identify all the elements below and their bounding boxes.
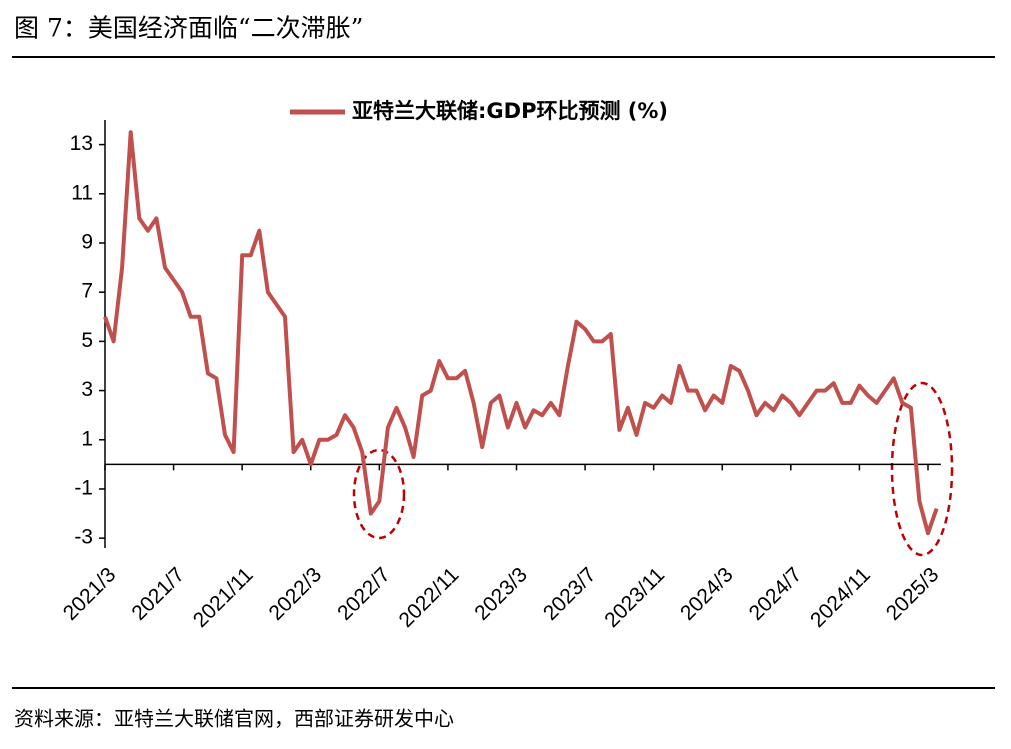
x-tick-label: 2022/11 (395, 563, 464, 632)
y-tick-label: -1 (74, 477, 93, 500)
y-tick-label: 5 (81, 329, 93, 352)
x-tick-label: 2024/11 (806, 563, 875, 632)
x-tick-label: 2021/11 (189, 563, 258, 632)
y-tick-label: 9 (81, 231, 93, 254)
annotation-ellipse (352, 448, 406, 540)
x-tick-label: 2024/3 (676, 563, 738, 625)
x-tick-label: 2022/7 (333, 563, 395, 625)
line (103, 130, 939, 536)
y-tick-label: 11 (71, 181, 93, 204)
chart-title: 图 7：美国经济面临“二次滞胀” (14, 14, 363, 43)
annotation-ellipse (890, 381, 954, 557)
x-tick-label: 2021/7 (127, 563, 189, 625)
x-tick-label: 2022/3 (265, 563, 327, 625)
y-tick-label: 13 (70, 132, 93, 155)
x-tick-label: 2024/7 (745, 563, 807, 625)
source: 资料来源：亚特兰大联储官网，西部证券研发中心 (14, 707, 454, 731)
x-tick-label: 2023/7 (539, 563, 601, 625)
x-tick-label: 2023/11 (600, 563, 669, 632)
y-tick-label: -3 (74, 526, 93, 549)
x-tick-label: 2023/3 (470, 563, 532, 625)
legend-label: 亚特兰大联储:GDP环比预测 (%) (352, 99, 668, 123)
x-tick-label: 2021/3 (59, 563, 121, 625)
x-tick-label: 2025/3 (882, 563, 944, 625)
y-tick-label: 7 (81, 280, 93, 303)
y-tick-label: 1 (81, 427, 93, 450)
y-tick-label: 3 (81, 378, 93, 401)
